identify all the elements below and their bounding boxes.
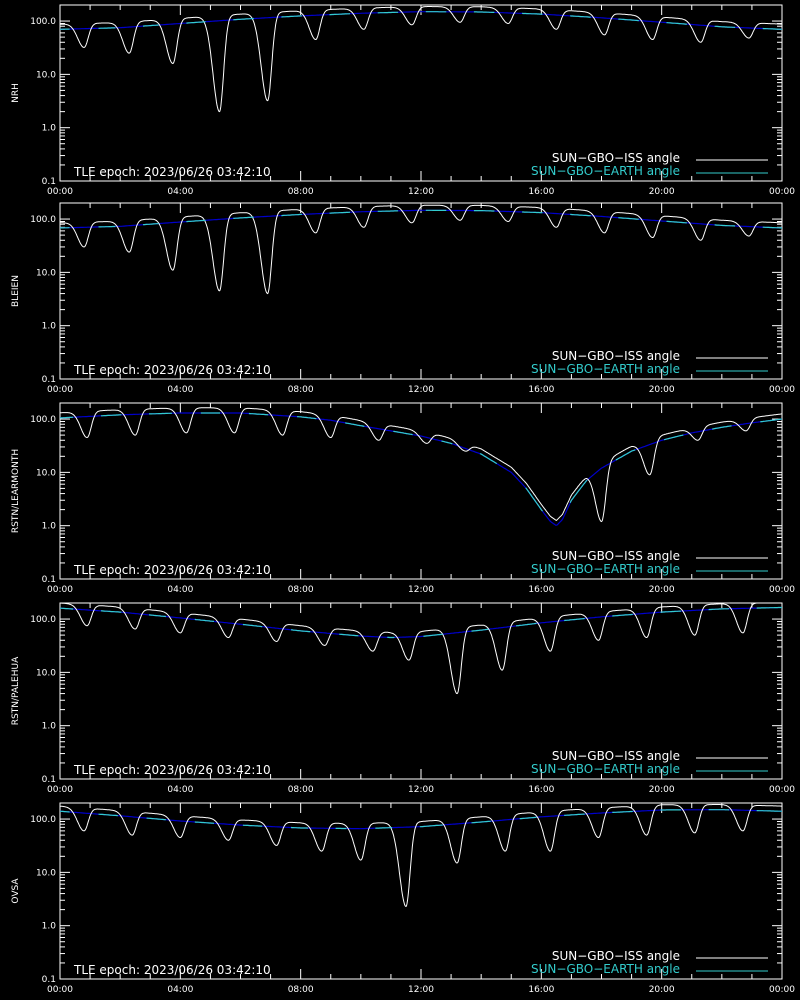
y-tick-label: 1.0 (42, 722, 57, 732)
legend-earth-label: SUN−GBO−EARTH angle (531, 362, 680, 376)
x-tick-label: 00:00 (769, 385, 795, 395)
earth-angle-visible-series (60, 809, 782, 830)
x-tick-label: 12:00 (408, 585, 434, 595)
y-axis-label: BLEIEN (11, 275, 21, 307)
y-tick-label: 10.0 (36, 268, 56, 278)
y-tick-label: 1.0 (42, 322, 57, 332)
x-tick-label: 04:00 (167, 985, 193, 995)
x-tick-label: 16:00 (528, 785, 554, 795)
panel-4: 0.1 1.0 10.0 100.0 00:00 04:00 08:00 12:00 16:00… (11, 602, 795, 795)
x-tick-label: 12:00 (408, 785, 434, 795)
y-tick-label: 0.1 (42, 775, 56, 785)
y-tick-label: 0.1 (42, 575, 56, 585)
y-tick-label: 10.0 (36, 668, 56, 678)
legend-iss-label: SUN−GBO−ISS angle (552, 549, 680, 563)
x-tick-label: 00:00 (47, 985, 73, 995)
y-axis-label: RSTN/PALEHUA (11, 656, 21, 725)
iss-angle-series (60, 204, 782, 295)
y-tick-label: 1.0 (42, 522, 57, 532)
y-tick-label: 0.1 (42, 375, 56, 385)
x-tick-label: 12:00 (408, 187, 434, 197)
legend-iss-label: SUN−GBO−ISS angle (552, 349, 680, 363)
y-tick-label: 0.1 (42, 177, 56, 187)
y-tick-label: 10.0 (36, 868, 56, 878)
legend-earth-label: SUN−GBO−EARTH angle (531, 562, 680, 576)
y-tick-label: 100.0 (30, 815, 56, 825)
x-tick-label: 00:00 (769, 785, 795, 795)
iss-angle-series (60, 804, 782, 907)
y-tick-label: 100.0 (30, 215, 56, 225)
tle-epoch-label: TLE epoch: 2023/06/26 03:42:10 (73, 165, 271, 179)
tle-epoch-label: TLE epoch: 2023/06/26 03:42:10 (73, 963, 271, 977)
earth-angle-series (60, 412, 782, 526)
legend-iss-label: SUN−GBO−ISS angle (552, 949, 680, 963)
y-tick-label: 100.0 (30, 415, 56, 425)
x-tick-label: 00:00 (769, 985, 795, 995)
y-tick-label: 1.0 (42, 922, 57, 932)
tle-epoch-label: TLE epoch: 2023/06/26 03:42:10 (73, 563, 271, 577)
x-tick-label: 20:00 (649, 385, 675, 395)
x-tick-label: 12:00 (408, 985, 434, 995)
earth-angle-visible-series (60, 412, 782, 512)
tle-epoch-label: TLE epoch: 2023/06/26 03:42:10 (73, 763, 271, 777)
x-tick-label: 08:00 (288, 785, 314, 795)
legend-earth-label: SUN−GBO−EARTH angle (531, 164, 680, 178)
x-tick-label: 04:00 (167, 385, 193, 395)
y-axis-label: OVSA (11, 878, 21, 904)
x-tick-label: 04:00 (167, 187, 193, 197)
x-tick-label: 00:00 (47, 785, 73, 795)
x-tick-label: 00:00 (47, 585, 73, 595)
x-tick-label: 00:00 (769, 187, 795, 197)
iss-angle-series (60, 603, 775, 695)
x-tick-label: 00:00 (47, 385, 73, 395)
panel-5: 0.1 1.0 10.0 100.0 00:00 04:00 08:00 12:00 16:00… (11, 802, 795, 995)
panel-1: 0.1 1.0 10.0 100.0 00:00 04:00 08:00 12:00 16:00… (11, 4, 795, 197)
x-tick-label: 08:00 (288, 585, 314, 595)
x-tick-label: 20:00 (649, 985, 675, 995)
y-tick-label: 100.0 (30, 615, 56, 625)
x-tick-label: 08:00 (288, 385, 314, 395)
x-tick-label: 20:00 (649, 785, 675, 795)
y-tick-label: 10.0 (36, 70, 56, 80)
x-tick-label: 04:00 (167, 785, 193, 795)
y-tick-label: 0.1 (42, 975, 56, 985)
x-tick-label: 08:00 (288, 187, 314, 197)
y-axis-label: NRH (11, 83, 21, 103)
x-tick-label: 08:00 (288, 985, 314, 995)
x-tick-label: 16:00 (528, 585, 554, 595)
y-axis-label: RSTN/LEARMONTH (11, 449, 21, 533)
tle-epoch-label: TLE epoch: 2023/06/26 03:42:10 (73, 363, 271, 377)
panel-3: 0.1 1.0 10.0 100.0 00:00 04:00 08:00 12:00 16:00… (11, 402, 795, 595)
x-tick-label: 16:00 (528, 187, 554, 197)
earth-angle-series (60, 209, 782, 229)
legend-iss-label: SUN−GBO−ISS angle (552, 749, 680, 763)
panel-2: 0.1 1.0 10.0 100.0 00:00 04:00 08:00 12:00 16:00… (11, 202, 795, 395)
x-tick-label: 16:00 (528, 985, 554, 995)
y-tick-label: 100.0 (30, 17, 56, 27)
y-tick-label: 1.0 (42, 124, 57, 134)
x-tick-label: 00:00 (47, 187, 73, 197)
x-tick-label: 00:00 (769, 585, 795, 595)
earth-angle-series (60, 11, 782, 30)
iss-angle-series (60, 6, 782, 113)
legend-earth-label: SUN−GBO−EARTH angle (531, 762, 680, 776)
earth-angle-visible-series (60, 11, 782, 30)
legend-iss-label: SUN−GBO−ISS angle (552, 151, 680, 165)
x-tick-label: 12:00 (408, 385, 434, 395)
x-tick-label: 16:00 (528, 385, 554, 395)
x-tick-label: 20:00 (649, 585, 675, 595)
earth-angle-visible-series (60, 209, 782, 229)
legend-earth-label: SUN−GBO−EARTH angle (531, 962, 680, 976)
x-tick-label: 04:00 (167, 585, 193, 595)
earth-angle-visible-series (60, 606, 782, 639)
iss-angle-series (60, 407, 782, 523)
x-tick-label: 20:00 (649, 187, 675, 197)
y-tick-label: 10.0 (36, 468, 56, 478)
